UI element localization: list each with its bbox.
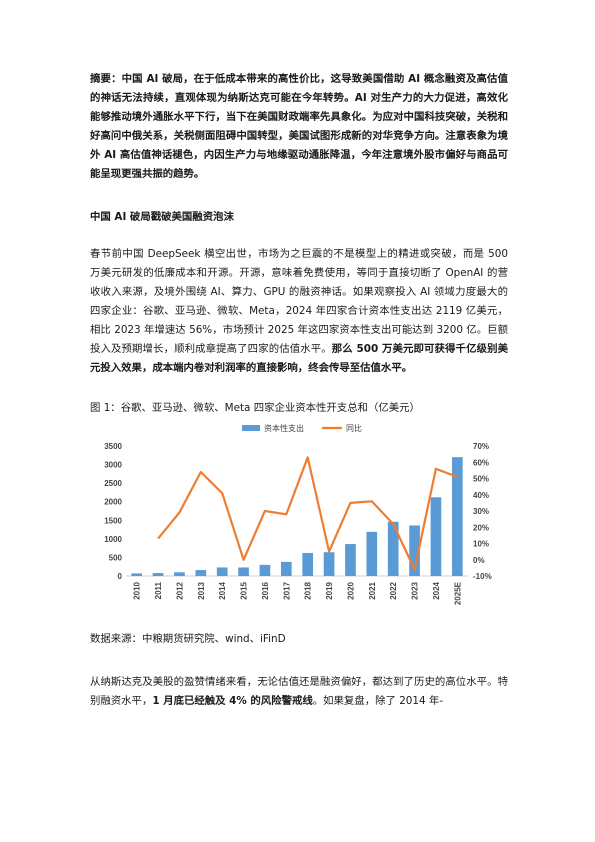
x-tick-label: 2015 — [240, 581, 249, 599]
bar-2015 — [238, 567, 249, 576]
x-tick-label: 2024 — [432, 581, 441, 599]
x-tick-label: 2019 — [325, 581, 334, 599]
body-paragraph-2-tail: 。如果复盘，除了 2014 年- — [312, 695, 444, 707]
document-page: 摘要：中国 AI 破局，在于低成本带来的高性价比，这导致美国借助 AI 概念融资… — [90, 70, 508, 711]
x-tick-label: 2017 — [282, 581, 291, 599]
bar-2024 — [430, 497, 442, 576]
y-right-tick-label: 30% — [473, 507, 489, 516]
abstract-text: 中国 AI 破局，在于低成本带来的高性价比，这导致美国借助 AI 概念融资及高估… — [90, 73, 508, 180]
body-paragraph-2-text: 从纳斯达克及美股的盈赞情绪来看，无论估值还是融资偏好，都达到了历史的高位水平。特… — [90, 676, 508, 707]
y-left-tick-label: 500 — [109, 553, 123, 562]
y-left-tick-label: 3500 — [104, 442, 122, 451]
y-right-tick-label: 40% — [473, 491, 489, 500]
y-right-tick-label: 50% — [473, 475, 489, 484]
x-tick-label: 2021 — [368, 581, 377, 599]
x-tick-label: 2014 — [218, 581, 227, 599]
figure-source: 数据来源：中粮期货研究院、wind、iFinD — [90, 633, 286, 645]
legend-bar-label: 资本性支出 — [264, 423, 304, 433]
body-paragraph-2-bold: 1 月底已经触及 4% 的风险警戒线 — [152, 695, 313, 707]
body-paragraph-1: 春节前中国 DeepSeek 横空出世，市场为之巨震的不是模型上的精进或突破，而… — [90, 245, 508, 378]
bar-2012 — [174, 572, 185, 576]
body-paragraph-1-text: 春节前中国 DeepSeek 横空出世，市场为之巨震的不是模型上的精进或突破，而… — [90, 248, 508, 355]
x-tick-label: 2020 — [346, 581, 355, 599]
x-tick-label: 2016 — [261, 581, 270, 599]
figure-title: 图 1：谷歌、亚马逊、微软、Meta 四家企业资本性开支总和（亿美元） — [90, 402, 420, 414]
body-paragraph-2: 从纳斯达克及美股的盈赞情绪来看，无论估值还是融资偏好，都达到了历史的高位水平。特… — [90, 673, 508, 711]
bar-2021 — [366, 531, 378, 576]
y-left-tick-label: 2000 — [104, 498, 122, 507]
bar-2013 — [195, 570, 207, 576]
bar-2019 — [323, 552, 335, 576]
y-left-tick-label: 1500 — [104, 516, 122, 525]
bar-2017 — [280, 561, 292, 576]
y-left-tick-label: 0 — [118, 572, 123, 581]
bar-2025E — [451, 457, 463, 576]
bar-2011 — [152, 573, 164, 576]
abstract-paragraph: 摘要：中国 AI 破局，在于低成本带来的高性价比，这导致美国借助 AI 概念融资… — [90, 70, 508, 184]
y-right-tick-label: 0% — [473, 556, 485, 565]
bar-2020 — [345, 544, 356, 576]
abstract-label: 摘要： — [90, 73, 122, 85]
x-tick-label: 2025E — [453, 581, 462, 605]
y-left-tick-label: 1000 — [104, 535, 122, 544]
bar-2022 — [387, 521, 399, 576]
bar-2018 — [302, 552, 314, 576]
legend-bar-swatch — [242, 425, 260, 431]
bar-2014 — [216, 567, 228, 576]
y-right-tick-label: 70% — [473, 442, 489, 451]
x-tick-label: 2022 — [389, 581, 398, 599]
x-tick-label: 2018 — [304, 581, 313, 599]
bar-2023 — [409, 525, 420, 576]
body-paragraph-1-bold: 那么 500 万美元即可获得千亿级别美元投入效果，成本端内卷对利润率的直接影响，… — [90, 343, 508, 374]
y-left-tick-label: 2500 — [104, 479, 122, 488]
chart-container: 0 500 1000 1500 2000 2500 3000 3500 -10% 0% 10% 20%… — [90, 420, 508, 629]
section-heading: 中国 AI 破局戳破美国融资泡沫 — [90, 211, 234, 223]
bar-2010 — [131, 573, 143, 576]
bar-2016 — [259, 564, 271, 576]
y-right-tick-label: 20% — [473, 523, 489, 532]
capex-chart: 0 500 1000 1500 2000 2500 3000 3500 -10% 0% 10% 20%… — [104, 423, 492, 605]
y-right-tick-label: 60% — [473, 458, 489, 467]
y-left-tick-label: 3000 — [104, 461, 122, 470]
x-tick-label: 2023 — [411, 581, 420, 599]
x-tick-label: 2012 — [175, 581, 184, 599]
y-right-tick-label: -10% — [473, 572, 492, 581]
y-right-tick-label: 10% — [473, 540, 489, 549]
x-tick-label: 2013 — [197, 581, 206, 599]
legend-line-label: 同比 — [346, 423, 362, 433]
x-tick-label: 2010 — [133, 581, 142, 599]
x-tick-label: 2011 — [154, 581, 163, 599]
